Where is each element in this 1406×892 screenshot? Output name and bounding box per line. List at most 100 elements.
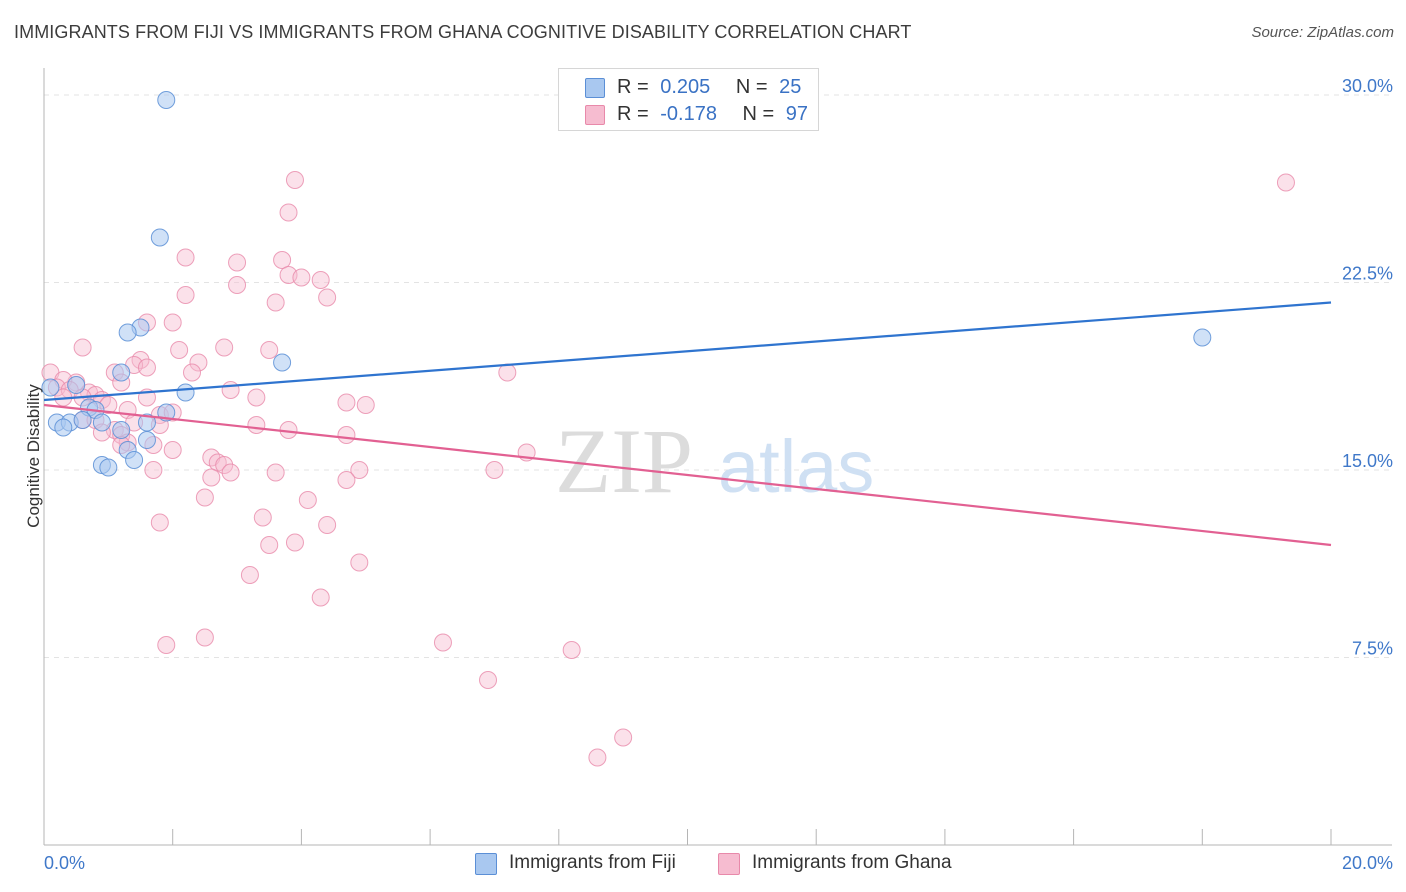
fiji-point xyxy=(125,451,144,469)
ghana-point xyxy=(240,566,259,584)
ghana-trend-line xyxy=(43,403,1332,547)
watermark-zip: ZIP xyxy=(555,410,693,512)
x-tick-labels: 0.0% 20.0% xyxy=(44,853,1393,873)
ghana-point xyxy=(144,461,163,479)
ghana-point xyxy=(260,341,279,359)
ghana-point xyxy=(176,248,195,267)
ghana-point xyxy=(189,353,208,372)
ghana-point xyxy=(350,553,369,572)
ghana-n-label: N = xyxy=(742,103,775,125)
x-tick-label-max: 20.0% xyxy=(1342,853,1393,873)
ghana-point xyxy=(176,286,195,304)
ghana-point xyxy=(318,516,337,534)
ghana-point xyxy=(228,276,247,294)
ghana-point xyxy=(337,426,356,444)
ghana-point xyxy=(247,416,266,434)
x-tick-label-min: 0.0% xyxy=(44,853,85,873)
ghana-point xyxy=(588,748,607,767)
ghana-point xyxy=(183,363,202,382)
ghana-point xyxy=(170,341,189,359)
ghana-point xyxy=(247,388,266,407)
ghana-point xyxy=(202,468,221,487)
ghana-point xyxy=(479,671,498,689)
fiji-n-label: N = xyxy=(735,76,768,98)
ghana-point xyxy=(273,251,292,269)
ghana-point xyxy=(285,171,304,189)
fiji-swatch xyxy=(585,78,605,98)
ghana-point xyxy=(298,491,317,509)
y-tick-label: 30.0% xyxy=(1342,76,1393,96)
ghana-point xyxy=(215,456,234,474)
ghana-n-value: 97 xyxy=(785,103,809,125)
fiji-legend-swatch xyxy=(475,853,497,875)
ghana-swatch xyxy=(585,105,605,125)
ghana-point xyxy=(498,363,517,382)
ghana-point xyxy=(311,271,330,289)
ghana-point xyxy=(215,338,234,357)
ghana-point xyxy=(1276,173,1295,192)
ghana-r-value: -0.178 xyxy=(660,103,717,125)
ghana-point xyxy=(356,396,375,414)
y-tick-label: 7.5% xyxy=(1352,639,1393,659)
fiji-point xyxy=(73,411,92,429)
ghana-point xyxy=(228,253,247,272)
y-tick-labels: 7.5% 15.0% 22.5% 30.0% xyxy=(1342,76,1393,659)
fiji-point xyxy=(99,458,118,477)
watermark-atlas: atlas xyxy=(718,425,874,508)
ghana-point xyxy=(350,461,369,479)
ghana-legend-swatch xyxy=(718,853,740,875)
trend-lines xyxy=(43,301,1332,547)
ghana-series xyxy=(41,171,1295,767)
ghana-point xyxy=(266,293,285,312)
fiji-n-value: 25 xyxy=(779,76,802,98)
source-label: Source: ZipAtlas.com xyxy=(1251,24,1394,41)
ghana-point xyxy=(292,268,311,287)
ghana-point xyxy=(221,463,240,482)
fiji-point xyxy=(150,228,169,247)
ghana-point xyxy=(260,536,279,554)
y-tick-label: 22.5% xyxy=(1342,264,1393,284)
ghana-point xyxy=(266,463,285,482)
ghana-point xyxy=(485,461,504,479)
fiji-point xyxy=(112,363,131,382)
fiji-point xyxy=(112,421,131,439)
fiji-series xyxy=(41,91,1212,477)
ghana-point xyxy=(195,488,214,507)
fiji-point xyxy=(41,378,60,397)
fiji-point xyxy=(92,413,111,432)
y-tick-label: 15.0% xyxy=(1342,451,1393,471)
ghana-point xyxy=(150,513,169,532)
ghana-point xyxy=(318,288,337,307)
ghana-point xyxy=(562,641,581,659)
ghana-point xyxy=(337,471,356,489)
ghana-point xyxy=(163,313,182,332)
ghana-point xyxy=(157,636,176,654)
ghana-legend-label: Immigrants from Ghana xyxy=(752,852,952,873)
correlation-legend: R = 0.205 N = 25 R = -0.178 N = 97 xyxy=(558,68,819,131)
ghana-point xyxy=(614,728,633,747)
axes xyxy=(43,68,1392,846)
ghana-point xyxy=(221,381,240,399)
fiji-point xyxy=(157,91,176,109)
chart-title: IMMIGRANTS FROM FIJI VS IMMIGRANTS FROM … xyxy=(14,22,912,42)
fiji-r-label: R = xyxy=(617,76,649,98)
gridlines xyxy=(44,94,1392,658)
fiji-legend-label: Immigrants from Fiji xyxy=(509,852,676,873)
fiji-point xyxy=(273,353,292,372)
ghana-point xyxy=(285,533,304,552)
ghana-point xyxy=(279,203,298,222)
fiji-point xyxy=(137,431,156,449)
ghana-point xyxy=(137,358,156,377)
ghana-point xyxy=(195,628,214,647)
fiji-point xyxy=(1193,328,1212,347)
y-axis-label-wrap: Cognitive Disability xyxy=(18,0,43,892)
ghana-point xyxy=(311,588,330,607)
fiji-trend-line xyxy=(43,301,1332,402)
ghana-point xyxy=(163,441,182,459)
fiji-r-value: 0.205 xyxy=(660,76,711,98)
ghana-point xyxy=(433,633,452,652)
fiji-point xyxy=(54,418,73,437)
fiji-point xyxy=(67,376,86,394)
fiji-point xyxy=(118,323,137,342)
